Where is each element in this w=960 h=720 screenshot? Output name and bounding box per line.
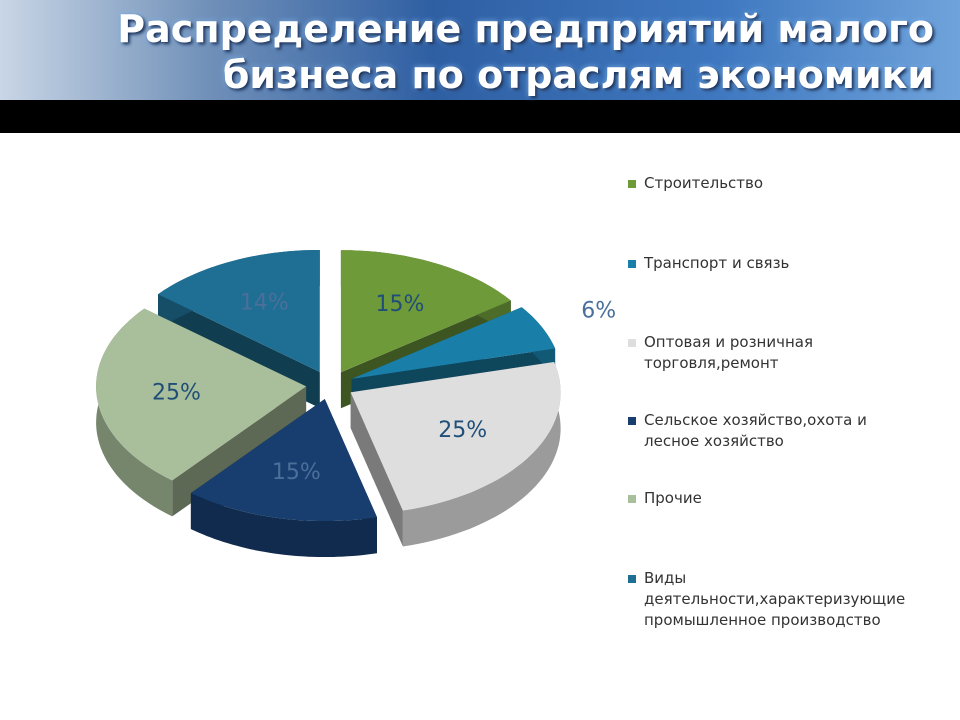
legend-item: Виды деятельности,характеризующие промыш… <box>628 568 912 631</box>
slice-top <box>340 250 511 373</box>
legend-item: Транспорт и связь <box>628 253 912 274</box>
slice-top <box>158 250 320 372</box>
legend-swatch <box>628 417 636 425</box>
banner <box>0 0 960 100</box>
legend-label: Строительство <box>644 174 764 192</box>
slice-rim <box>190 493 377 557</box>
legend-swatch <box>628 495 636 503</box>
legend-label: Оптовая и розничная торговля,ремонт <box>644 333 813 372</box>
legend-swatch <box>628 260 636 268</box>
legend-item: Сельское хозяйство,охота и лесное хозяйс… <box>628 410 912 452</box>
slice <box>190 399 377 557</box>
slice-top <box>351 307 556 379</box>
legend-swatch <box>628 339 636 347</box>
legend-item: Оптовая и розничная торговля,ремонт <box>628 332 912 374</box>
data-label: 6% <box>581 298 616 323</box>
slice-top <box>96 308 307 481</box>
slice-top <box>350 362 561 511</box>
legend-label: Транспорт и связь <box>644 254 790 272</box>
legend-item: Строительство <box>628 173 912 194</box>
banner-strip <box>0 100 960 133</box>
legend-swatch <box>628 575 636 583</box>
legend-swatch <box>628 180 636 188</box>
data-label: 14% <box>240 291 289 316</box>
data-label: 15% <box>376 292 425 317</box>
legend-label: Виды деятельности,характеризующие промыш… <box>644 569 906 629</box>
slice <box>350 362 561 547</box>
chart-title: Распределение предприятий малого бизнеса… <box>117 7 934 97</box>
legend-item: Прочие <box>628 488 912 509</box>
legend-label: Прочие <box>644 489 702 507</box>
data-label: 25% <box>438 418 487 443</box>
slice-side <box>350 392 403 547</box>
legend-label: Сельское хозяйство,охота и лесное хозяйс… <box>644 411 867 450</box>
slice-rim <box>402 362 561 547</box>
slice-top <box>190 399 377 521</box>
data-label: 25% <box>152 380 201 405</box>
data-label: 15% <box>272 460 321 485</box>
